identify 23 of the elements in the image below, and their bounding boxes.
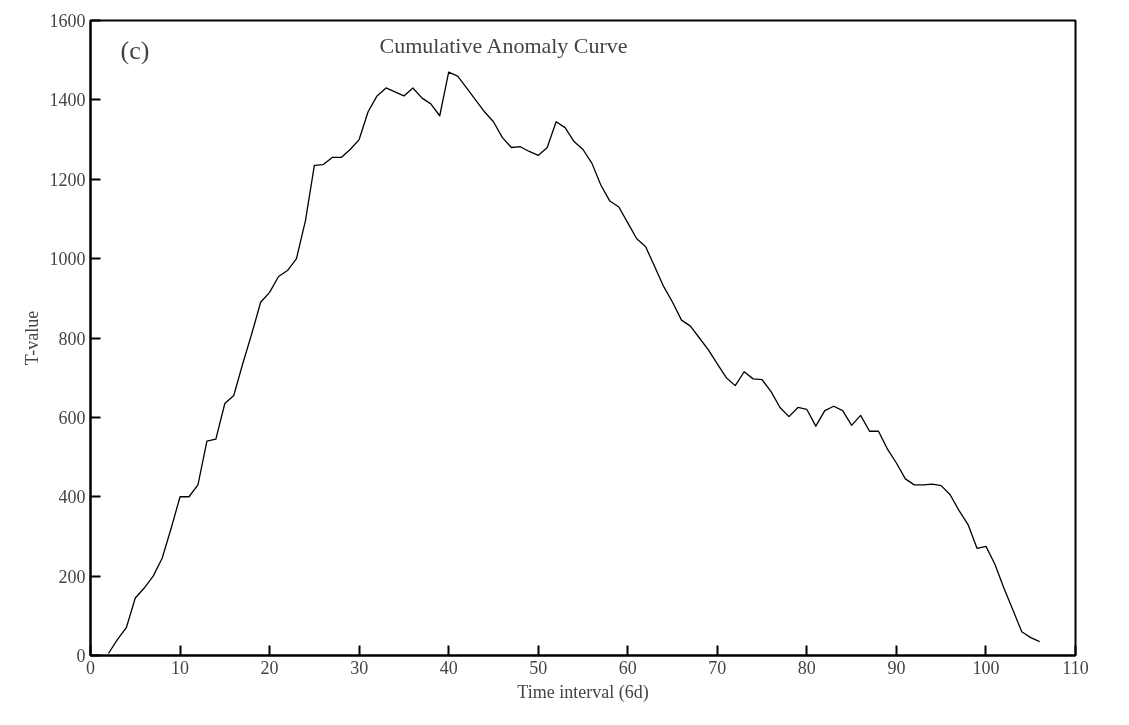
x-tick-label: 50	[529, 657, 548, 678]
text: Cumulative Anomaly Curve	[379, 32, 628, 58]
y-tick-label: 1600	[49, 11, 86, 31]
y-tick-label: 600	[58, 407, 86, 428]
y-tick-label: 1400	[49, 90, 86, 111]
x-tick-label: 60	[618, 657, 637, 678]
x-tick-label: 70	[708, 657, 727, 678]
x-tick-label: 10	[171, 657, 190, 678]
x-axis-title: Time interval (6d)	[517, 681, 649, 703]
x-tick-label: 100	[972, 657, 1000, 678]
y-axis-title: T-value	[21, 310, 42, 366]
x-tick-label: 20	[260, 657, 279, 678]
y-tick-label: 1000	[49, 249, 86, 270]
x-tick-label: 110	[1062, 657, 1089, 678]
x-tick-label: 90	[887, 657, 906, 678]
y-tick-label: 400	[58, 487, 86, 508]
y-tick-label: 800	[58, 328, 86, 349]
x-tick-label: 30	[350, 657, 369, 678]
y-tick-label: 200	[58, 566, 86, 587]
x-tick-label: 80	[797, 657, 816, 678]
annotation: (c)	[120, 35, 150, 65]
x-tick-label: 40	[439, 657, 458, 678]
y-tick-label: 1200	[49, 169, 86, 190]
